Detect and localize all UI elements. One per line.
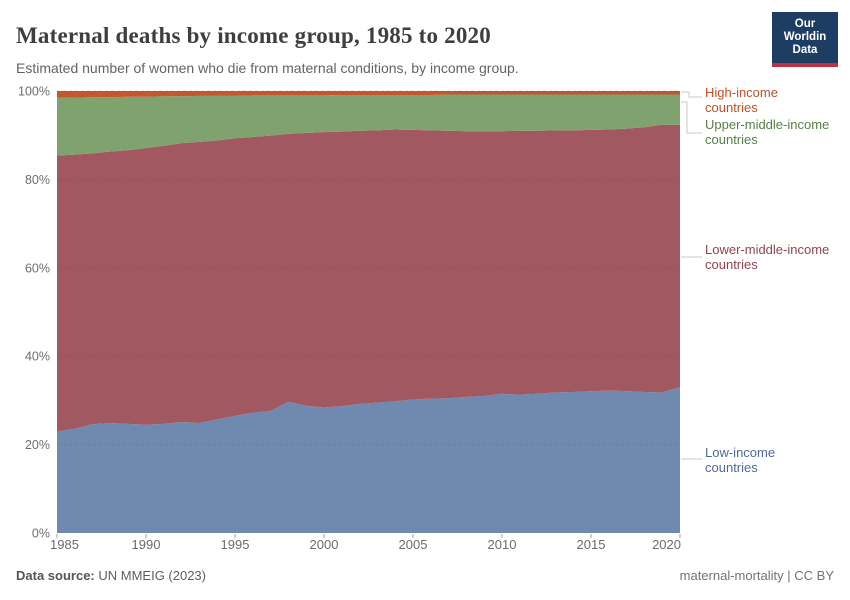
x-axis-tick-2010: 2010 (488, 537, 517, 552)
x-axis-tick-2015: 2015 (577, 537, 606, 552)
y-axis-tick-80: 80% (25, 173, 50, 187)
chart-subtitle: Estimated number of women who die from m… (16, 60, 519, 76)
area-upper-middle-income-countries[interactable] (57, 94, 680, 156)
owid-logo[interactable]: Our Worldin Data (772, 12, 838, 67)
connector-high-income (681, 91, 702, 98)
area-high-income-countries[interactable] (57, 91, 680, 98)
x-axis-tick-1985: 1985 (50, 537, 79, 552)
page-title: Maternal deaths by income group, 1985 to… (16, 23, 491, 49)
data-source-value: UN MMEIG (2023) (94, 568, 206, 583)
data-source-note: Data source: UN MMEIG (2023) (16, 568, 206, 583)
connector-upper-middle-income (681, 101, 702, 134)
y-axis-tick-40: 40% (25, 350, 50, 364)
legend-item-lower-middle-income[interactable]: Lower-middle-income countries (705, 242, 830, 272)
x-axis-tick-1990: 1990 (132, 537, 161, 552)
owid-logo-red-bar (772, 63, 838, 67)
area-low-income-countries[interactable] (57, 387, 680, 533)
y-axis-tick-20: 20% (25, 438, 50, 452)
owid-logo-text: Our Worldin Data (772, 12, 838, 63)
legend-item-upper-middle-income[interactable]: Upper-middle-income countries (705, 117, 830, 147)
x-axis-tick-2020: 2020 (652, 537, 681, 552)
x-axis-tick-2000: 2000 (310, 537, 339, 552)
legend-item-high-income[interactable]: High-income countries (705, 85, 778, 115)
legend-item-low-income[interactable]: Low-income countries (705, 445, 776, 475)
y-axis-tick-60: 60% (25, 261, 50, 275)
y-axis-tick-0: 0% (32, 527, 50, 541)
x-axis-tick-2005: 2005 (399, 537, 428, 552)
area-lower-middle-income-countries[interactable] (57, 124, 680, 432)
y-axis-tick-100: 100% (18, 85, 50, 99)
license-link[interactable]: maternal-mortality | CC BY (679, 568, 834, 583)
x-axis-tick-1995: 1995 (221, 537, 250, 552)
data-source-label: Data source: (16, 568, 95, 583)
